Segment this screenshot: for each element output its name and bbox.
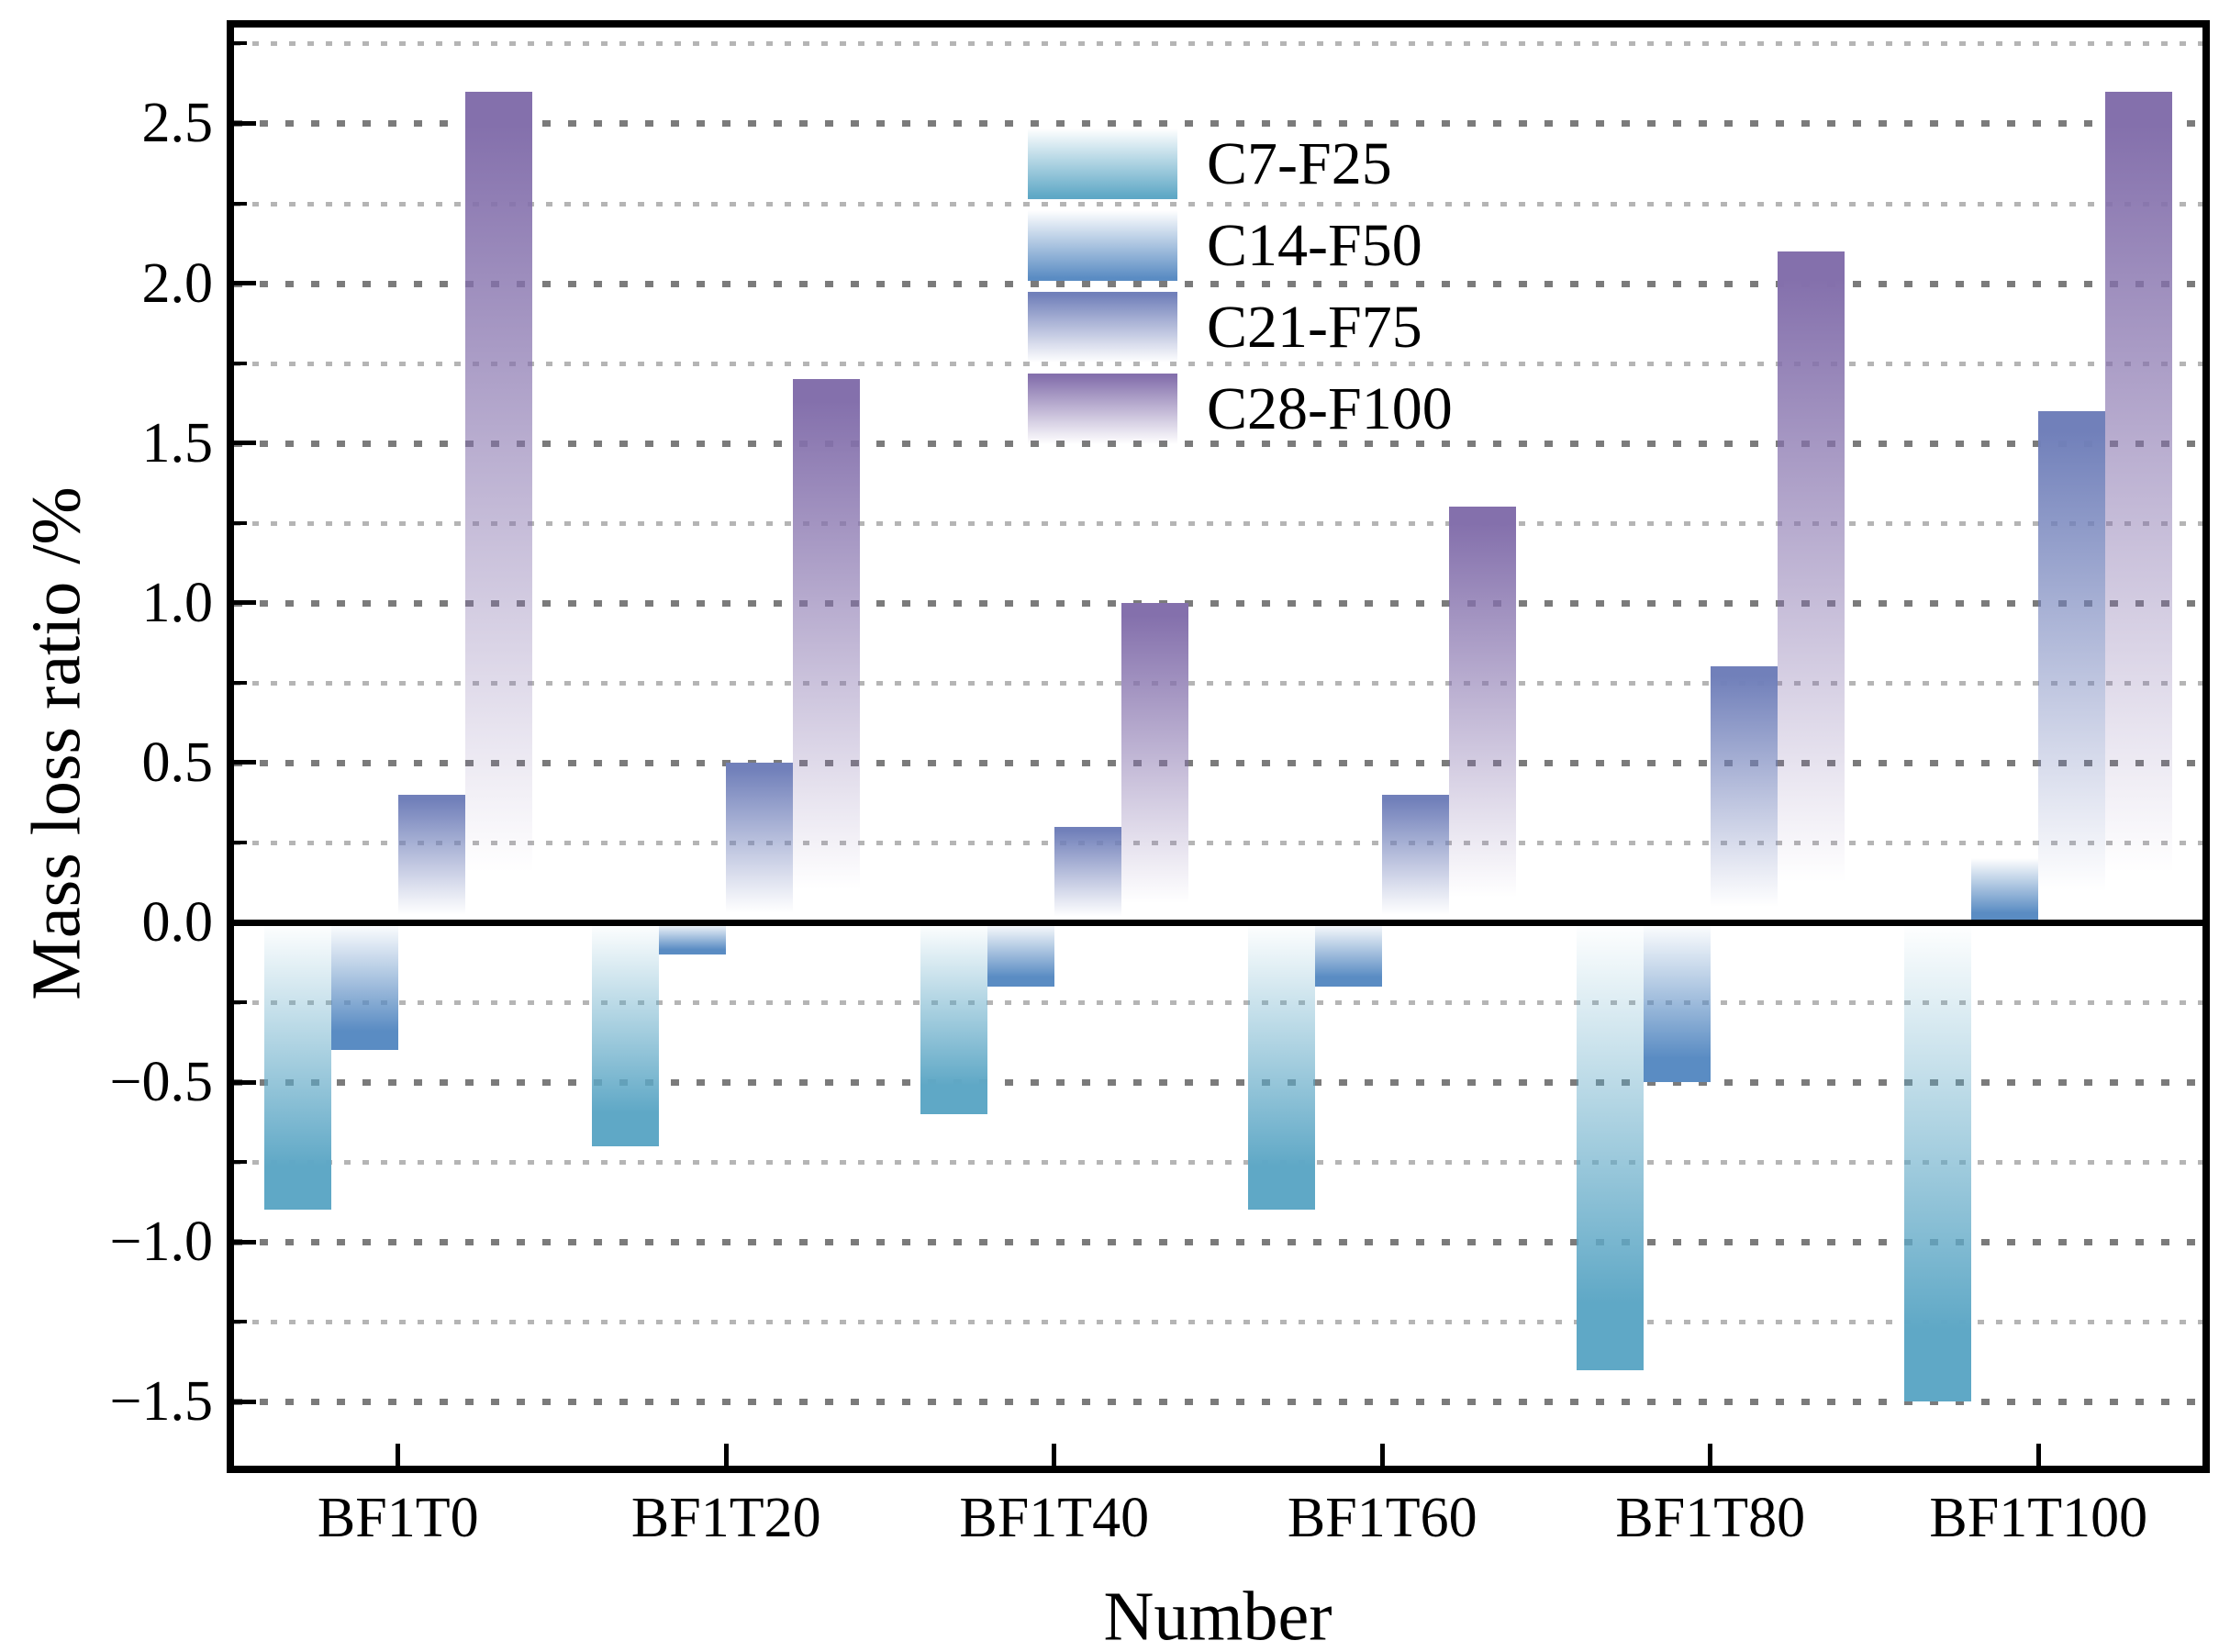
legend-swatch	[1028, 210, 1177, 281]
x-axis-title: Number	[1103, 1578, 1332, 1652]
x-tick	[1379, 1444, 1385, 1466]
y-major-tick	[234, 1239, 256, 1245]
bar-C7-F25-BF1T40	[920, 922, 987, 1114]
legend-swatch	[1028, 374, 1177, 444]
y-minor-tick	[234, 1160, 247, 1165]
y-minor-tick	[234, 41, 247, 46]
bar-C21-F75-BF1T60	[1382, 794, 1450, 922]
bar-C28-F100-BF1T100	[2105, 91, 2173, 923]
legend-swatch	[1028, 128, 1177, 199]
x-tick	[2035, 1444, 2041, 1466]
y-tick-label: 1.0	[141, 571, 214, 634]
x-tick-label: BF1T40	[959, 1487, 1150, 1549]
y-tick-label: 1.5	[141, 411, 214, 474]
bar-C28-F100-BF1T60	[1449, 507, 1517, 923]
gridline	[234, 41, 2202, 47]
zero-axis-line	[234, 919, 2202, 926]
y-minor-tick	[234, 201, 247, 206]
x-tick-label: BF1T0	[317, 1487, 479, 1549]
bar-C14-F50-BF1T20	[659, 922, 727, 954]
bar-C7-F25-BF1T100	[1904, 922, 1972, 1402]
bar-C7-F25-BF1T0	[263, 922, 331, 1211]
legend-label: C21-F75	[1207, 294, 1422, 361]
bar-C28-F100-BF1T80	[1777, 251, 1845, 923]
y-major-tick	[234, 600, 256, 606]
y-axis-title: Mass loss ratio /%	[17, 486, 95, 1000]
y-major-tick	[234, 760, 256, 765]
legend-label: C14-F50	[1207, 212, 1422, 279]
x-tick	[1052, 1444, 1057, 1466]
y-tick-label: 2.0	[141, 251, 214, 315]
y-tick-label: −1.0	[109, 1211, 213, 1274]
legend-label: C28-F100	[1207, 375, 1453, 442]
bar-C21-F75-BF1T100	[2038, 410, 2106, 922]
y-tick-label: 0.0	[141, 891, 214, 954]
bar-C14-F50-BF1T40	[987, 922, 1054, 987]
bar-C14-F50-BF1T80	[1643, 922, 1711, 1083]
bar-C7-F25-BF1T60	[1248, 922, 1316, 1211]
legend-swatch	[1028, 292, 1177, 363]
bar-C21-F75-BF1T80	[1710, 666, 1778, 922]
y-major-tick	[234, 120, 256, 126]
y-minor-tick	[234, 361, 247, 365]
y-major-tick	[234, 441, 256, 446]
x-tick-label: BF1T100	[1929, 1487, 2148, 1549]
y-tick-label: 2.5	[141, 92, 214, 155]
y-minor-tick	[234, 520, 247, 525]
x-tick	[396, 1444, 401, 1466]
y-minor-tick	[234, 840, 247, 844]
y-minor-tick	[234, 1320, 247, 1324]
bar-C28-F100-BF1T40	[1121, 602, 1188, 923]
y-tick-label: −1.5	[109, 1370, 213, 1434]
y-tick-label: −0.5	[109, 1051, 213, 1114]
bar-C21-F75-BF1T40	[1054, 826, 1121, 922]
y-major-tick	[234, 920, 256, 925]
bar-C14-F50-BF1T0	[330, 922, 398, 1051]
x-tick-label: BF1T60	[1287, 1487, 1477, 1549]
y-major-tick	[234, 1079, 256, 1085]
y-major-tick	[234, 281, 256, 286]
bar-C7-F25-BF1T20	[592, 922, 660, 1146]
bar-C7-F25-BF1T80	[1576, 922, 1644, 1370]
y-major-tick	[234, 1399, 256, 1404]
bar-C28-F100-BF1T20	[793, 379, 861, 922]
x-tick-label: BF1T20	[630, 1487, 821, 1549]
bar-C28-F100-BF1T0	[464, 91, 532, 923]
y-minor-tick	[234, 680, 247, 685]
x-tick-label: BF1T80	[1615, 1487, 1806, 1549]
legend-label: C7-F25	[1207, 130, 1392, 197]
y-tick-label: 0.5	[141, 731, 214, 794]
bar-C21-F75-BF1T20	[726, 762, 794, 923]
x-tick	[1708, 1444, 1713, 1466]
bar-C14-F50-BF1T100	[1971, 858, 2039, 923]
bar-C14-F50-BF1T60	[1315, 922, 1383, 987]
x-tick	[723, 1444, 729, 1466]
bar-C21-F75-BF1T0	[397, 794, 465, 922]
plot-area: C7-F25 C14-F50 C21-F75 C28-F100	[227, 20, 2210, 1473]
y-minor-tick	[234, 1000, 247, 1005]
